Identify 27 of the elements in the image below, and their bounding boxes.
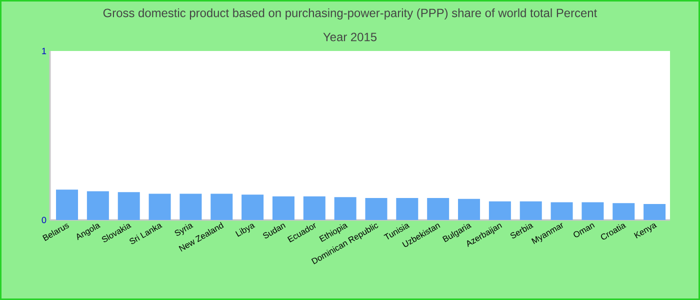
- bar: [520, 201, 542, 220]
- bar: [550, 202, 573, 220]
- bar: [458, 198, 480, 220]
- bar: [86, 191, 109, 220]
- chart-subtitle: Year 2015: [323, 32, 377, 42]
- bar: [365, 198, 388, 220]
- bar: [242, 194, 264, 220]
- bar: [210, 194, 233, 220]
- bar: [272, 196, 294, 220]
- bar: [118, 192, 140, 220]
- chart-title: Gross domestic product based on purchasing-power-parity (PPP) share of world total Percent: [103, 8, 598, 20]
- bar: [396, 198, 418, 220]
- bar: [644, 204, 666, 220]
- bar: [334, 197, 356, 220]
- bar: [180, 194, 202, 220]
- bar: [148, 194, 171, 220]
- bar: [488, 201, 511, 220]
- y-tick-label: 1: [42, 48, 46, 54]
- x-tick-label: Libya: [235, 224, 256, 237]
- x-tick-label: Oman: [574, 224, 595, 238]
- bar: [427, 198, 450, 220]
- x-tick-label: Syria: [174, 224, 194, 236]
- bar: [582, 202, 604, 220]
- bar: [56, 190, 78, 220]
- bar: [612, 203, 635, 220]
- bar: [303, 196, 326, 220]
- y-tick-label: 0: [42, 216, 46, 224]
